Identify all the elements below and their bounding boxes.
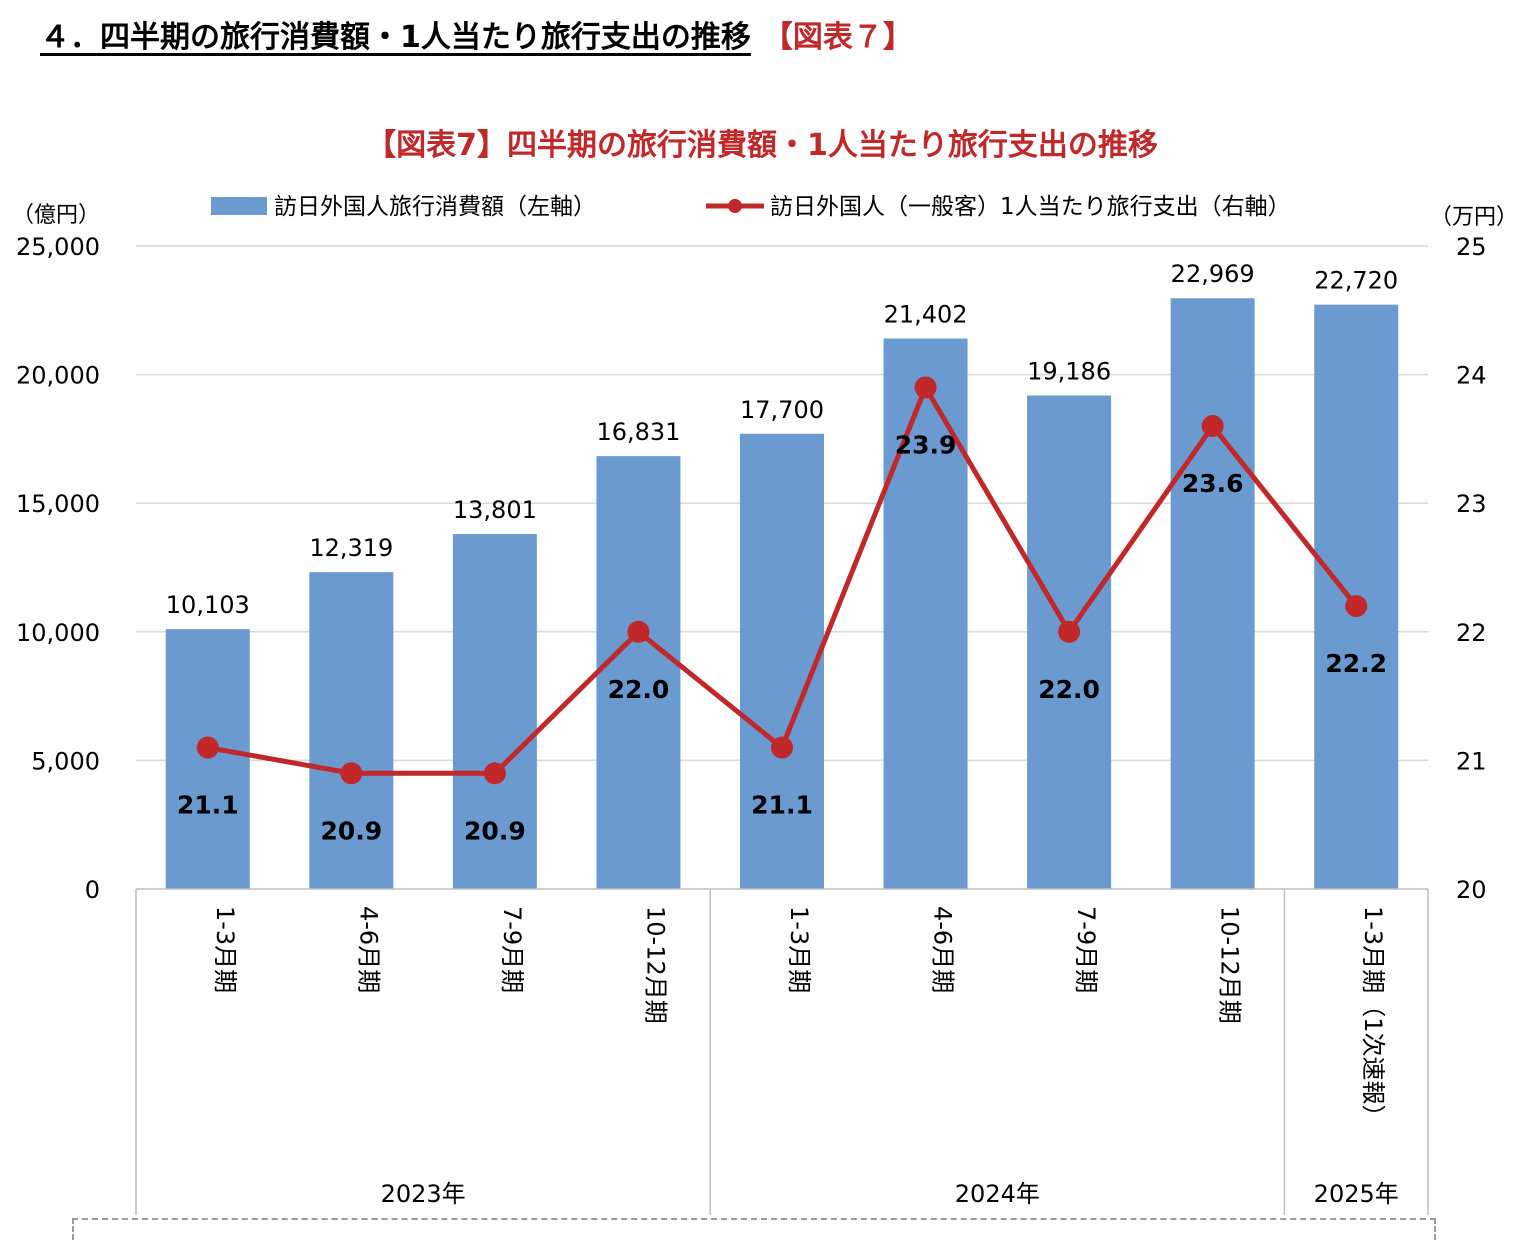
x-category-label: 1-3月期 <box>211 906 239 993</box>
line-value-label: 20.9 <box>320 816 382 845</box>
line-value-label: 22.0 <box>1038 675 1100 704</box>
line-value-label: 21.1 <box>751 791 813 820</box>
line-point <box>627 620 650 643</box>
y-right-tick-label: 23 <box>1456 490 1487 518</box>
line-point <box>196 736 219 759</box>
bar-value-label: 17,700 <box>740 396 824 424</box>
legend-bar-label: 訪日外国人旅行消費額（左軸） <box>274 194 596 220</box>
bar-value-label: 16,831 <box>596 418 680 446</box>
line-point <box>483 762 506 785</box>
section-heading: ４．四半期の旅行消費額・1人当たり旅行支出の推移 【図表７】 <box>40 12 913 56</box>
section-heading-text: ４．四半期の旅行消費額・1人当たり旅行支出の推移 <box>40 20 751 55</box>
y-left-tick-label: 25,000 <box>16 233 100 261</box>
x-category-label: 7-9月期 <box>498 906 526 993</box>
y-right-tick-label: 22 <box>1456 619 1487 647</box>
dashed-box-edge <box>72 1218 1436 1240</box>
line-value-label: 23.6 <box>1182 469 1244 498</box>
line-point <box>1345 595 1368 618</box>
x-group-label: 2024年 <box>955 1180 1040 1208</box>
x-category-label: 1-3月期（1次速報） <box>1359 906 1387 1128</box>
bar-value-label: 13,801 <box>453 496 537 524</box>
bar <box>596 456 681 889</box>
x-category-label: 7-9月期 <box>1072 906 1100 993</box>
y-right-tick-label: 20 <box>1456 876 1487 904</box>
x-group-label: 2025年 <box>1314 1180 1399 1208</box>
line-point <box>340 762 363 785</box>
x-category-label: 1-3月期 <box>785 906 813 993</box>
y-left-tick-label: 5,000 <box>31 747 100 775</box>
bar <box>883 338 968 890</box>
section-heading-tag: 【図表７】 <box>762 20 913 55</box>
legend-bar-swatch <box>211 197 267 215</box>
y-left-tick-label: 15,000 <box>16 490 100 518</box>
line-value-label: 20.9 <box>464 816 526 845</box>
bar <box>452 534 537 889</box>
y-right-tick-label: 24 <box>1456 362 1487 390</box>
bar <box>165 629 250 889</box>
line-value-label: 22.0 <box>608 675 670 704</box>
x-category-label: 10-12月期 <box>1216 906 1244 1024</box>
y-left-tick-label: 10,000 <box>16 619 100 647</box>
bar <box>309 572 394 889</box>
y-left-unit: （億円） <box>12 203 100 228</box>
legend-line-marker <box>728 199 742 213</box>
line-value-label: 21.1 <box>177 791 239 820</box>
line-point <box>771 736 793 759</box>
y-right-tick-label: 21 <box>1456 747 1487 775</box>
line-point <box>914 376 937 399</box>
x-category-label: 4-6月期 <box>929 906 957 993</box>
bar <box>740 433 824 889</box>
line-point <box>1201 415 1224 438</box>
chart-title: 【図表7】四半期の旅行消費額・1人当たり旅行支出の推移 <box>366 128 1158 163</box>
y-left-tick-label: 20,000 <box>16 362 100 390</box>
x-category-label: 10-12月期 <box>641 906 669 1024</box>
y-left-tick-label: 0 <box>85 876 100 904</box>
line-value-label: 23.9 <box>895 430 957 459</box>
y-right-unit: （万円） <box>1430 205 1518 230</box>
bar-value-label: 22,720 <box>1314 267 1398 295</box>
y-right-tick-label: 25 <box>1456 233 1487 261</box>
legend-line-label: 訪日外国人（一般客）1人当たり旅行支出（右軸） <box>770 194 1291 220</box>
x-category-label: 4-6月期 <box>354 906 382 993</box>
line-value-label: 22.2 <box>1325 649 1387 678</box>
bar-value-label: 10,103 <box>166 591 250 619</box>
line-point <box>1058 620 1081 643</box>
bar-value-label: 21,402 <box>884 301 968 329</box>
bar-value-label: 12,319 <box>309 534 393 562</box>
bar <box>1170 298 1255 889</box>
x-group-label: 2023年 <box>381 1180 466 1208</box>
bar-value-label: 22,969 <box>1171 260 1255 288</box>
bar-value-label: 19,186 <box>1027 358 1111 386</box>
